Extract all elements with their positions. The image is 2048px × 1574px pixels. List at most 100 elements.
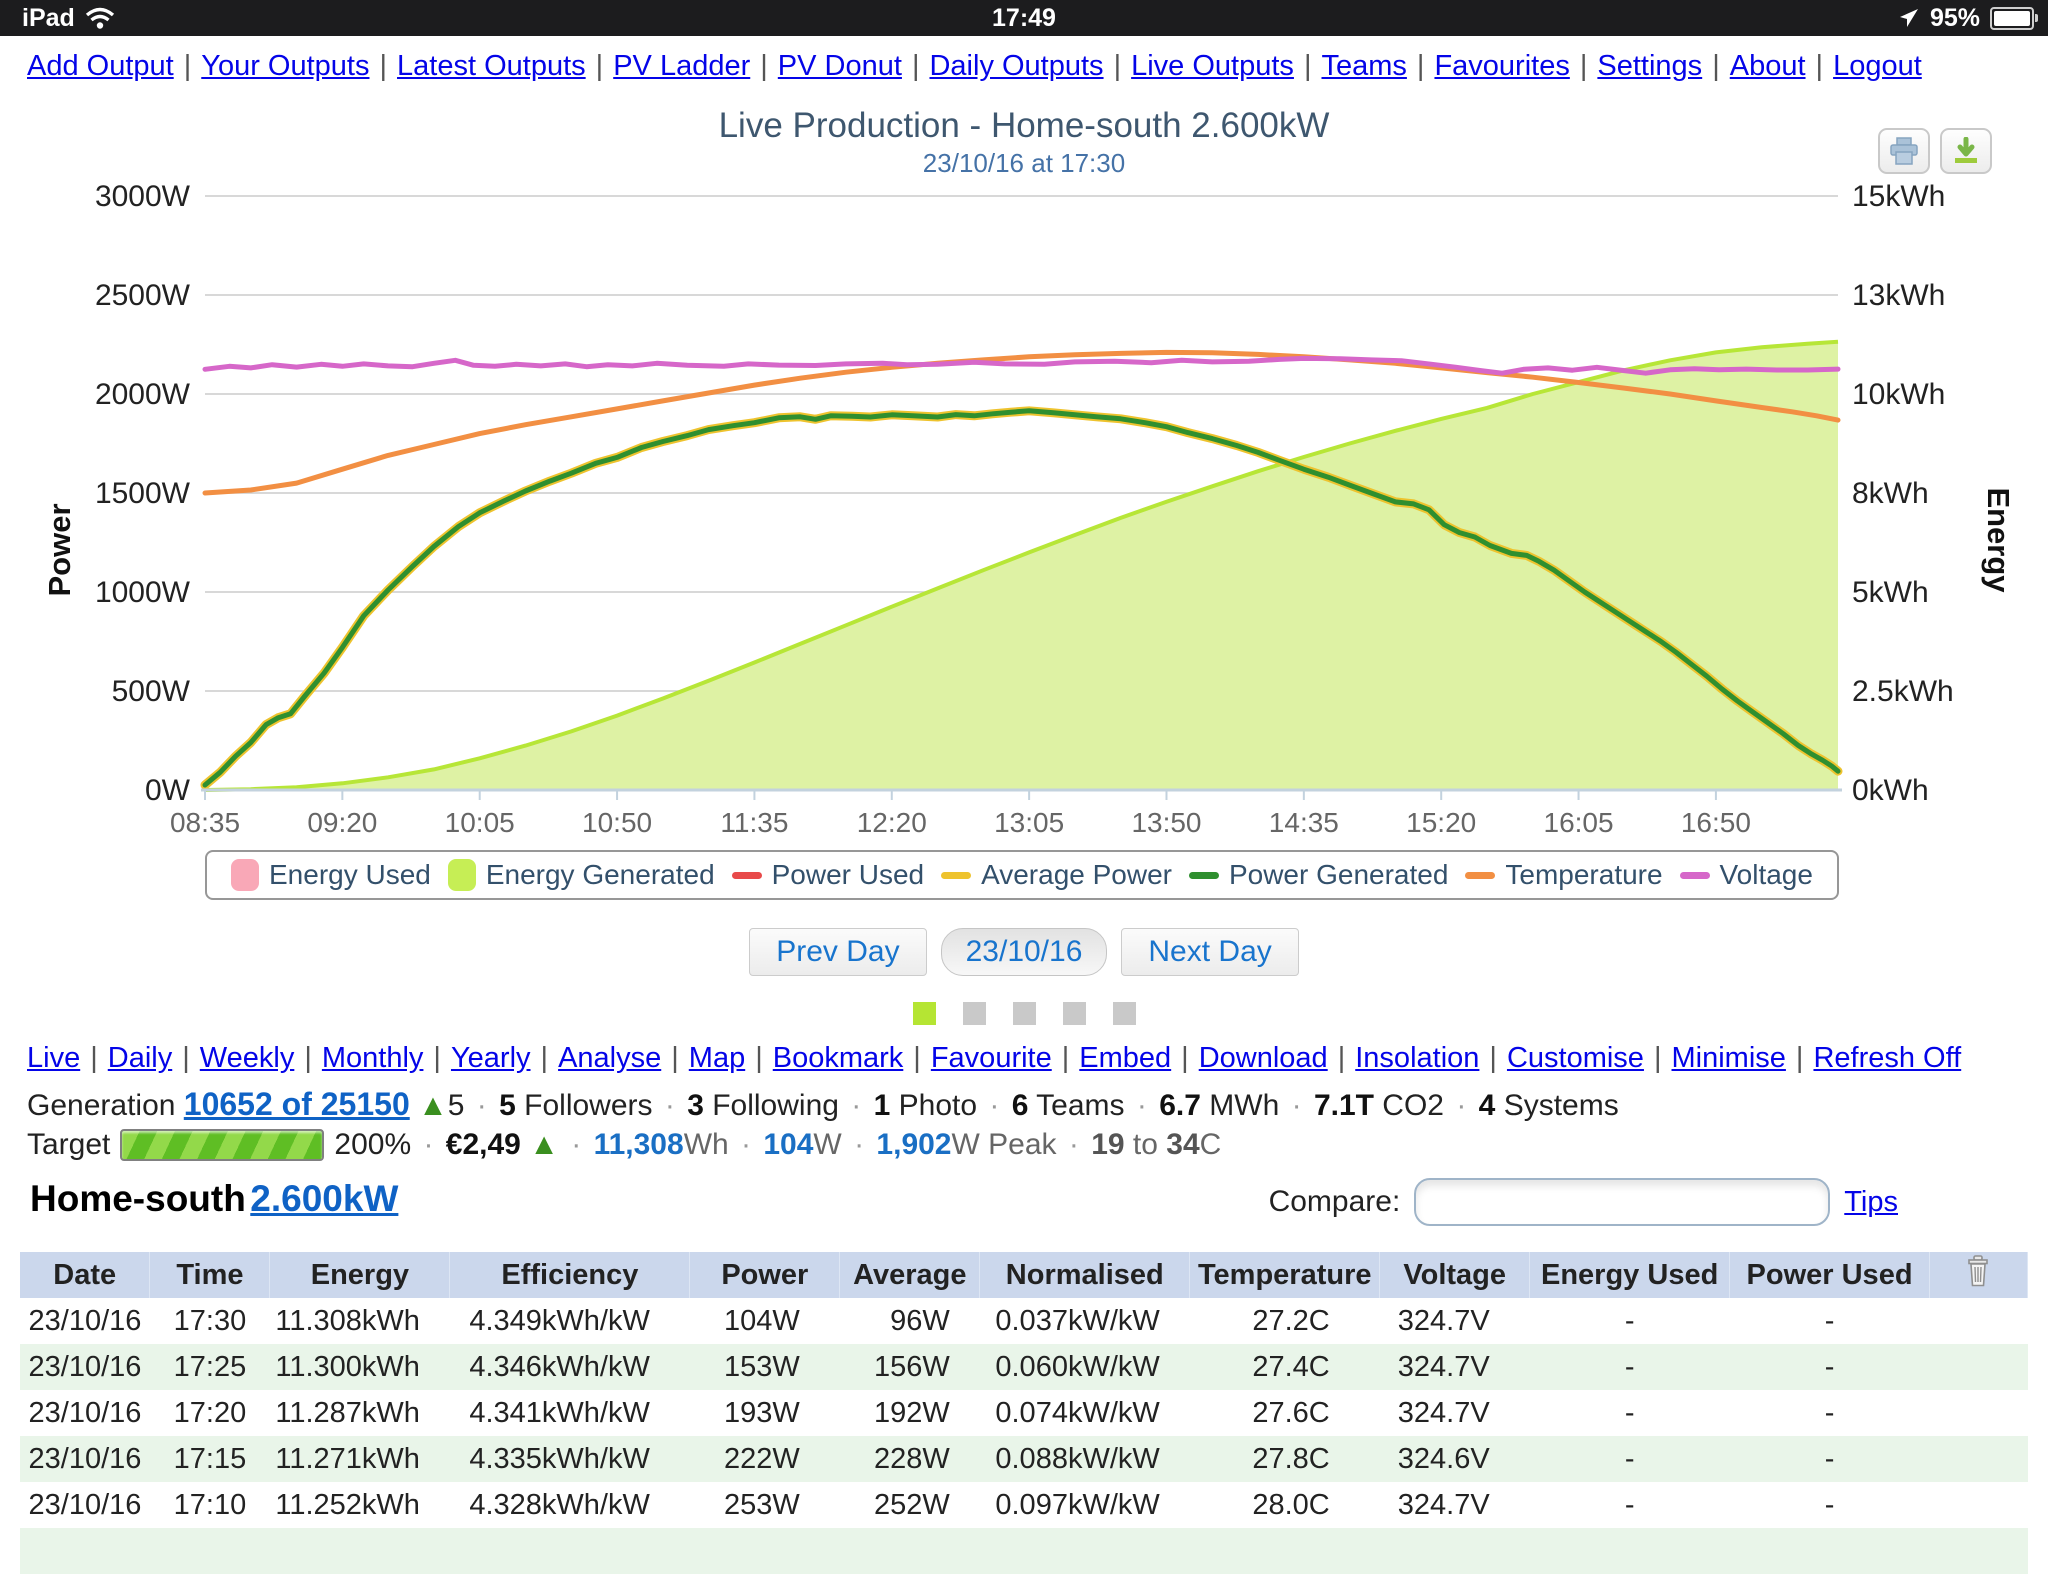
legend-item-voltage[interactable]: Voltage — [1679, 859, 1813, 891]
toolbar-link-weekly[interactable]: Weekly — [199, 1042, 295, 1074]
live-production-chart: 3000W 15kWh 2500W 13kWh 2000W 10kWh 1500W 8kWh 1… — [42, 180, 2016, 838]
separator: | — [1653, 1042, 1662, 1074]
chart-legend: Energy Used Energy Generated Power Used Ave… — [205, 850, 1839, 900]
prev-day-button[interactable]: Prev Day — [749, 928, 927, 976]
nav-link-latest-outputs[interactable]: Latest Outputs — [397, 50, 586, 82]
legend-item-energy-used[interactable]: Energy Used — [231, 859, 431, 891]
separator: | — [1815, 50, 1824, 82]
stat-segment: 7.1T — [1313, 1089, 1374, 1122]
column-header-normalised: Normalised — [979, 1252, 1191, 1298]
toolbar-link-embed[interactable]: Embed — [1079, 1042, 1172, 1074]
stat-segment: 104 — [763, 1128, 814, 1161]
page-dot-3[interactable] — [1012, 1002, 1036, 1025]
date-picker-button[interactable]: 23/10/16 — [940, 928, 1108, 976]
nav-link-live-outputs[interactable]: Live Outputs — [1131, 50, 1294, 82]
time-tick-label: 11:35 — [720, 807, 788, 838]
toolbar-link-insolation[interactable]: Insolation — [1355, 1042, 1480, 1074]
cell-power: 153W — [689, 1344, 840, 1390]
toolbar-link-bookmark[interactable]: Bookmark — [772, 1042, 904, 1074]
toolbar-link-map[interactable]: Map — [688, 1042, 746, 1074]
separator: | — [911, 50, 920, 82]
power-tick-label: 500W — [112, 675, 191, 708]
toolbar-link-minimise[interactable]: Minimise — [1671, 1042, 1786, 1074]
page-dot-2[interactable] — [962, 1002, 986, 1025]
toolbar-link-yearly[interactable]: Yearly — [450, 1042, 531, 1074]
cell-date: 23/10/16 — [20, 1344, 150, 1390]
trash-icon[interactable] — [1965, 1255, 1991, 1287]
readings-table: Date Time Energy Efficiency Power Average Norm… — [20, 1252, 2029, 1574]
toolbar-link-download[interactable]: Download — [1198, 1042, 1328, 1074]
stat-segment: 4 — [1478, 1089, 1496, 1122]
stat-segment: · — [656, 1089, 684, 1122]
toolbar-link-monthly[interactable]: Monthly — [321, 1042, 424, 1074]
time-tick-label: 12:20 — [857, 807, 927, 838]
cell-energy-used: - — [1529, 1344, 1730, 1390]
toolbar-link-refresh-off[interactable]: Refresh Off — [1813, 1042, 1962, 1074]
generation-rank-link[interactable]: 10652 of 25150 — [183, 1086, 410, 1122]
separator: | — [183, 50, 192, 82]
nav-link-settings[interactable]: Settings — [1597, 50, 1703, 82]
compare-input[interactable] — [1414, 1178, 1831, 1226]
target-stats: Target 200% · €2,49 ▲ · 11,308Wh · 104W … — [27, 1128, 1221, 1162]
separator: | — [671, 1042, 679, 1074]
download-button[interactable] — [1940, 128, 1992, 174]
cell-energy: 11.252kWh — [275, 1488, 420, 1521]
separator: | — [1795, 1042, 1804, 1074]
toolbar-link-analyse[interactable]: Analyse — [558, 1042, 662, 1074]
cell-energy: 11.300kWh — [269, 1344, 450, 1390]
legend-item-energy-generated[interactable]: Energy Generated — [447, 859, 715, 891]
toolbar-link-favourite[interactable]: Favourite — [930, 1042, 1052, 1074]
tips-link[interactable]: Tips — [1844, 1185, 1898, 1218]
separator: | — [1113, 50, 1122, 82]
legend-label: Energy Used — [269, 859, 431, 890]
column-header-energy: Energy — [269, 1252, 451, 1298]
chart-buttons — [1878, 128, 1992, 174]
toolbar-link-customise[interactable]: Customise — [1506, 1042, 1644, 1074]
separator: | — [1416, 50, 1425, 82]
device-label: iPad — [22, 3, 75, 32]
page-dot-1[interactable] — [912, 1002, 936, 1025]
next-day-button[interactable]: Next Day — [1121, 928, 1299, 976]
legend-item-power-generated[interactable]: Power Generated — [1188, 859, 1448, 891]
nav-link-pv-donut[interactable]: PV Donut — [777, 50, 902, 82]
time-tick-label: 13:50 — [1131, 807, 1201, 838]
separator: | — [90, 1042, 98, 1074]
system-size-link[interactable]: 2.600kW — [250, 1178, 399, 1219]
nav-link-teams[interactable]: Teams — [1321, 50, 1407, 82]
stat-segment: 1 — [873, 1089, 891, 1122]
legend-item-average-power[interactable]: Average Power — [941, 859, 1172, 891]
printer-icon — [1890, 137, 1918, 165]
toolbar-link-live[interactable]: Live — [27, 1042, 81, 1074]
nav-link-pv-ladder[interactable]: PV Ladder — [613, 50, 751, 82]
legend-swatch-temperature — [1465, 871, 1496, 879]
separator: | — [1061, 1042, 1070, 1074]
page-subtitle: 23/10/16 at 17:30 — [922, 148, 1126, 178]
nav-link-favourites[interactable]: Favourites — [1434, 50, 1570, 82]
legend-item-temperature[interactable]: Temperature — [1465, 859, 1663, 891]
system-row: Home-south 2.600kW Compare: Tips — [30, 1178, 2018, 1234]
page-dot-4[interactable] — [1062, 1002, 1086, 1025]
page-dot-5[interactable] — [1112, 1002, 1136, 1025]
cell-energy-used: - — [1624, 1304, 1635, 1337]
stat-segment: to — [1124, 1128, 1167, 1161]
nav-link-your-outputs[interactable]: Your Outputs — [201, 50, 370, 82]
print-button[interactable] — [1878, 128, 1930, 174]
stat-segment: · — [1448, 1089, 1475, 1122]
stat-segment: 200% — [334, 1128, 412, 1161]
legend-item-power-used[interactable]: Power Used — [731, 859, 924, 891]
stat-segment: Photo — [890, 1089, 978, 1122]
separator: | — [1181, 1042, 1189, 1074]
nav-link-about[interactable]: About — [1729, 50, 1806, 82]
nav-link-daily-outputs[interactable]: Daily Outputs — [929, 50, 1104, 82]
cell-average: 156W — [839, 1344, 980, 1390]
legend-swatch-power-generated — [1188, 871, 1219, 879]
separator: | — [1489, 1042, 1497, 1074]
energy-tick-label: 0kWh — [1852, 774, 1929, 807]
stat-segment: Following — [703, 1089, 839, 1122]
stat-segment: ▲ — [409, 1089, 448, 1122]
nav-link-add-output[interactable]: Add Output — [27, 50, 174, 82]
nav-link-logout[interactable]: Logout — [1833, 50, 1922, 82]
toolbar-link-daily[interactable]: Daily — [107, 1042, 173, 1074]
stat-segment: · — [415, 1128, 442, 1161]
stat-segment: · — [1060, 1128, 1088, 1161]
